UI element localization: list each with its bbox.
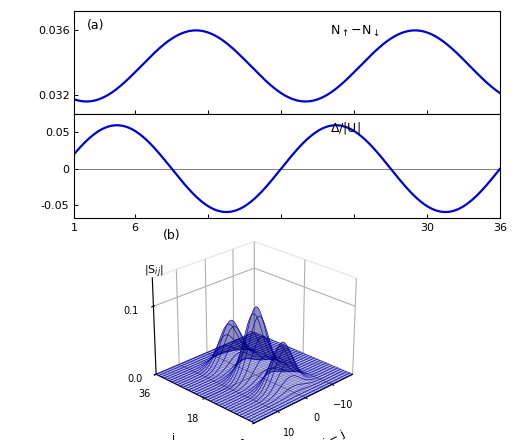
Text: (b): (b) <box>163 229 181 242</box>
Y-axis label: i: i <box>172 433 175 440</box>
Text: N$_\uparrow$$-$N$_\downarrow$: N$_\uparrow$$-$N$_\downarrow$ <box>330 23 380 39</box>
X-axis label: i $-$ j: i $-$ j <box>321 427 348 440</box>
Text: |S$_{ij}$|: |S$_{ij}$| <box>144 264 163 280</box>
Text: (a): (a) <box>87 19 105 32</box>
Text: $\Delta$/|U|: $\Delta$/|U| <box>330 120 361 136</box>
